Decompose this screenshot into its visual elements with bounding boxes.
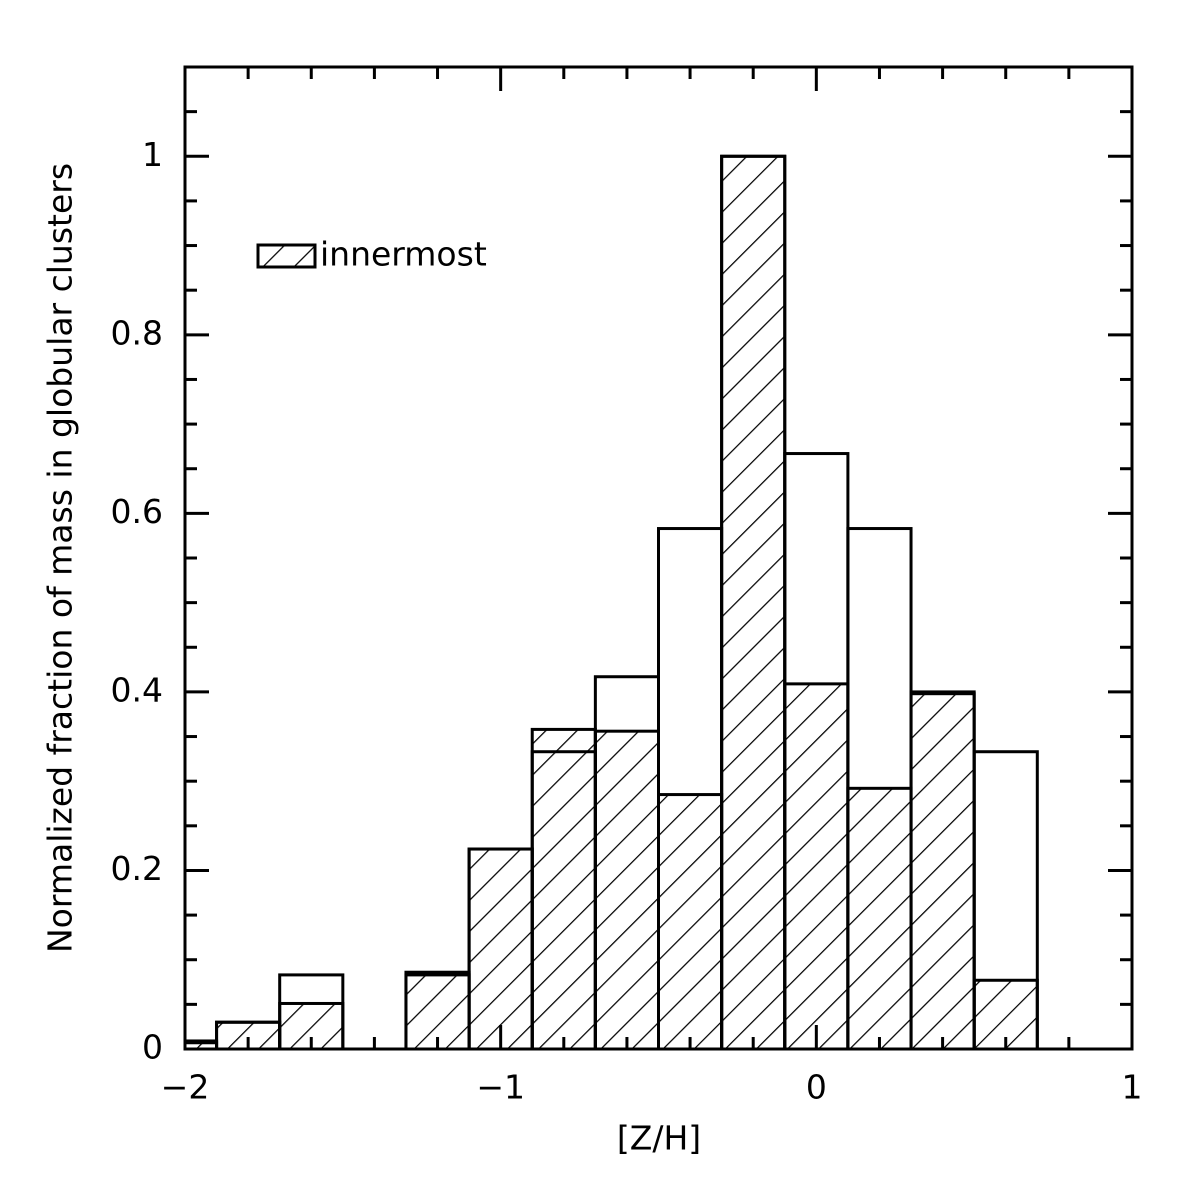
x-tick-label: −1: [476, 1068, 525, 1107]
plot-area: [185, 154, 1039, 1049]
hatched-bar: [530, 727, 597, 1049]
x-axis-label: [Z/H]: [617, 1119, 701, 1158]
x-tick-label: −2: [161, 1068, 210, 1107]
y-tick-label: 0.2: [111, 849, 163, 888]
legend-swatch: [256, 243, 317, 269]
y-tick-label: 0.8: [111, 313, 163, 352]
legend-label: innermost: [320, 235, 487, 274]
y-tick-label: 0.4: [111, 670, 163, 709]
hatched-bar: [467, 847, 534, 1049]
y-tick-label: 1: [142, 135, 163, 174]
y-tick-label: 0: [142, 1028, 163, 1067]
hatched-bar: [720, 154, 787, 1049]
hatched-bar: [783, 682, 850, 1049]
hatched-bar: [657, 793, 724, 1049]
hatched-bar: [846, 786, 913, 1049]
hatched-bar: [909, 692, 976, 1049]
hatched-bar: [593, 729, 660, 1049]
x-tick-label: 0: [806, 1068, 827, 1107]
y-tick-label: 0.6: [111, 492, 163, 531]
y-axis-label: Normalized fraction of mass in globular …: [41, 163, 80, 953]
x-tick-label: 1: [1122, 1068, 1143, 1107]
